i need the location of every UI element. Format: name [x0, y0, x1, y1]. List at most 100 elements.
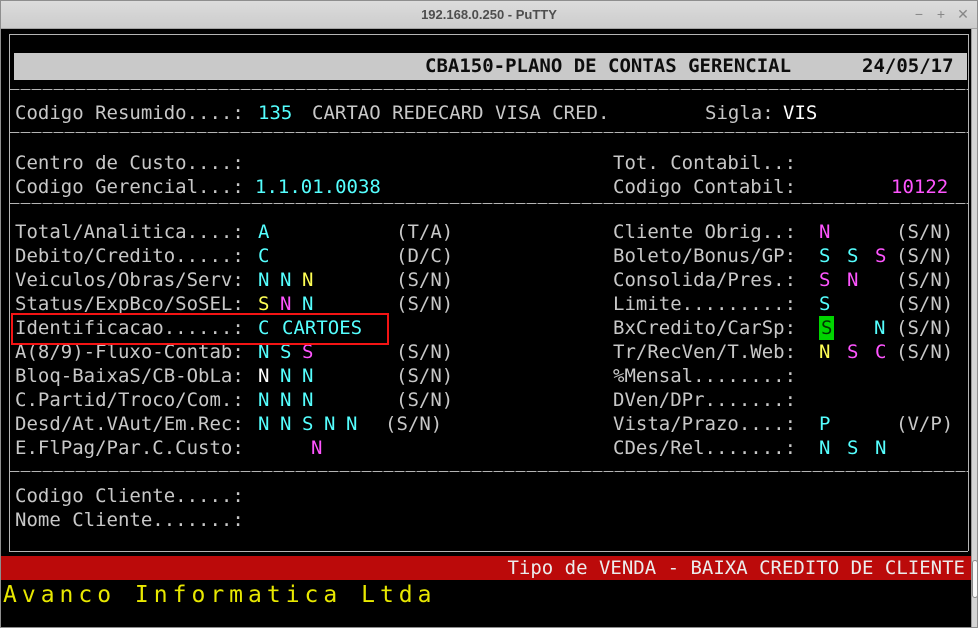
terminal-text-segment: Nome Cliente.......: [15, 509, 244, 531]
terminal-line: Codigo Gerencial...: 1.1.01.0038 Codigo Co… [1, 175, 977, 199]
terminal-text-segment: N [302, 269, 314, 291]
terminal-text-segment: (S/N) [896, 317, 954, 339]
terminal-line: Bloq-BaixaS/CB-ObLa: N N N (S/N) %Mensal.....… [1, 364, 977, 388]
terminal-text-segment: N [847, 269, 859, 291]
terminal-text-segment: Veiculos/Obras/Serv: [15, 269, 244, 291]
terminal-line: Veiculos/Obras/Serv: N N N (S/N) Consolida/Pr… [1, 268, 977, 292]
terminal-text-segment: 10122 [891, 176, 949, 198]
terminal-text-segment: (S/N) [896, 269, 954, 291]
terminal-line: Codigo Resumido....: 135 CARTAO REDECARD V… [1, 101, 977, 125]
terminal-text-segment: (S/N) [896, 245, 954, 267]
close-button-icon[interactable]: ✕ [957, 6, 969, 22]
terminal-text-segment: S [302, 413, 314, 435]
terminal-text-segment: (S/N) [385, 413, 443, 435]
terminal-text-segment: S [819, 269, 831, 291]
terminal-text-segment: N [874, 317, 886, 339]
minimize-button-icon[interactable]: − [914, 6, 924, 22]
terminal-text-segment: (S/N) [396, 269, 454, 291]
screen-date: 24/05/17 [862, 55, 954, 77]
terminal-text-segment: Centro de Custo....: [15, 152, 244, 174]
terminal-text-segment: Codigo Contabil: [613, 176, 797, 198]
terminal-text-segment: Vista/Prazo....: [613, 413, 797, 435]
terminal-text-segment: CDes/Rel.......: [613, 437, 797, 459]
terminal-line: Debito/Credito.....: C (D/C) Boleto/Bonus/G… [1, 244, 977, 268]
terminal-text-segment: N [346, 413, 358, 435]
terminal-text-segment: %Mensal........: [613, 365, 797, 387]
terminal-text-segment: N [875, 437, 887, 459]
terminal-text-segment: C [258, 317, 270, 339]
terminal-text-segment: S [302, 341, 314, 363]
terminal-text-segment: E.FlPag/Par.C.Custo: [15, 437, 244, 459]
terminal-text-segment: S [847, 341, 859, 363]
terminal-line: Desd/At.VAut/Em.Rec: N N S N N (S/N) Vista/Praz… [1, 412, 977, 436]
terminal-text-segment: N [302, 293, 314, 315]
terminal-text-segment: (T/A) [396, 221, 454, 243]
terminal-text-segment: C [258, 245, 270, 267]
annotation-highlight-box [11, 313, 389, 345]
terminal-text-segment: S [280, 341, 292, 363]
terminal-text-segment: (S/N) [396, 293, 454, 315]
terminal-text-segment: N [280, 413, 292, 435]
section-separator [10, 203, 968, 204]
window-title: 192.168.0.250 - PuTTY [421, 7, 557, 22]
frame-right-line [968, 34, 969, 551]
terminal-text-segment: N [280, 293, 292, 315]
terminal-text-segment: N [258, 269, 270, 291]
terminal-text-segment: S [847, 437, 859, 459]
terminal-text-segment: N [258, 341, 270, 363]
terminal-screen[interactable]: CBA150-PLANO DE CONTAS GERENCIAL 24/05/1… [1, 29, 977, 627]
terminal-text-segment: S [258, 293, 270, 315]
section-separator [10, 471, 968, 472]
terminal-text-segment: C.Partid/Troco/Com.: [15, 389, 244, 411]
maximize-button-icon[interactable]: + [936, 6, 946, 22]
terminal-text-segment: Boleto/Bonus/GP: [613, 245, 797, 267]
terminal-text-segment: N [819, 341, 831, 363]
terminal-text-segment: Tot. Contabil..: [613, 152, 797, 174]
frame-top-line [9, 34, 968, 35]
terminal-text-segment: DVen/DPr.......: [613, 389, 797, 411]
terminal-text-segment: S [875, 245, 887, 267]
terminal-text-segment: (D/C) [396, 245, 454, 267]
terminal-text-segment: S [847, 245, 859, 267]
screen-title: CBA150-PLANO DE CONTAS GERENCIAL [425, 55, 792, 77]
screen-header-bar: CBA150-PLANO DE CONTAS GERENCIAL 24/05/1… [14, 53, 967, 80]
terminal-line: Status/ExpBco/SoSEL: S N N (S/N) Limite......… [1, 292, 977, 316]
frame-bottom-line [9, 551, 968, 552]
terminal-text-segment: Codigo Resumido....: [15, 102, 244, 124]
terminal-text-segment: Consolida/Pres.: [613, 269, 797, 291]
terminal-text-segment: (S/N) [896, 293, 954, 315]
terminal-text-segment: N [819, 221, 831, 243]
terminal-text-segment: N [258, 413, 270, 435]
terminal-text-segment: Status/ExpBco/SoSEL: [15, 293, 244, 315]
terminal-line: Total/Analitica....: A (T/A) Cliente Obrig.… [1, 220, 977, 244]
terminal-line: Nome Cliente.......: [1, 508, 977, 532]
scrollbar-thumb[interactable] [972, 560, 977, 598]
terminal-text-segment: N [302, 365, 314, 387]
terminal-text-segment: N [302, 389, 314, 411]
terminal-text-segment: Limite.........: [613, 293, 797, 315]
frame-left-line [9, 34, 10, 551]
terminal-text-segment: (S/N) [396, 341, 454, 363]
terminal-text-segment: CARTAO REDECARD VISA CRED. [312, 102, 610, 124]
terminal-text-segment: N [258, 365, 270, 387]
terminal-text-segment: (S/N) [396, 365, 454, 387]
terminal-text-segment: S [819, 245, 831, 267]
terminal-text-segment: N [258, 389, 270, 411]
footer-company-text: Avanco Informatica Ltda [3, 582, 437, 608]
terminal-text-segment: N [311, 437, 323, 459]
terminal-text-segment: 1.1.01.0038 [255, 176, 381, 198]
terminal-line: E.FlPag/Par.C.Custo: N CDes/Rel.......: N S N [1, 436, 977, 460]
terminal-text-segment: Debito/Credito.....: [15, 245, 244, 267]
terminal-text-segment: P [819, 413, 831, 435]
terminal-text-segment: Identificacao......: [15, 317, 244, 339]
terminal-text-segment: (V/P) [896, 413, 954, 435]
terminal-text-segment: 135 [258, 102, 293, 124]
terminal-line: A(8/9)-Fluxo-Contab: N S S (S/N) Tr/RecVen/T.… [1, 340, 977, 364]
terminal-text-segment: VIS [783, 102, 818, 124]
window-titlebar[interactable]: 192.168.0.250 - PuTTY − + ✕ [1, 1, 977, 29]
terminal-text-segment: N [324, 413, 336, 435]
scrollbar-track[interactable] [971, 29, 977, 627]
terminal-text-segment: N [280, 389, 292, 411]
terminal-text-segment: Codigo Cliente.....: [15, 485, 244, 507]
